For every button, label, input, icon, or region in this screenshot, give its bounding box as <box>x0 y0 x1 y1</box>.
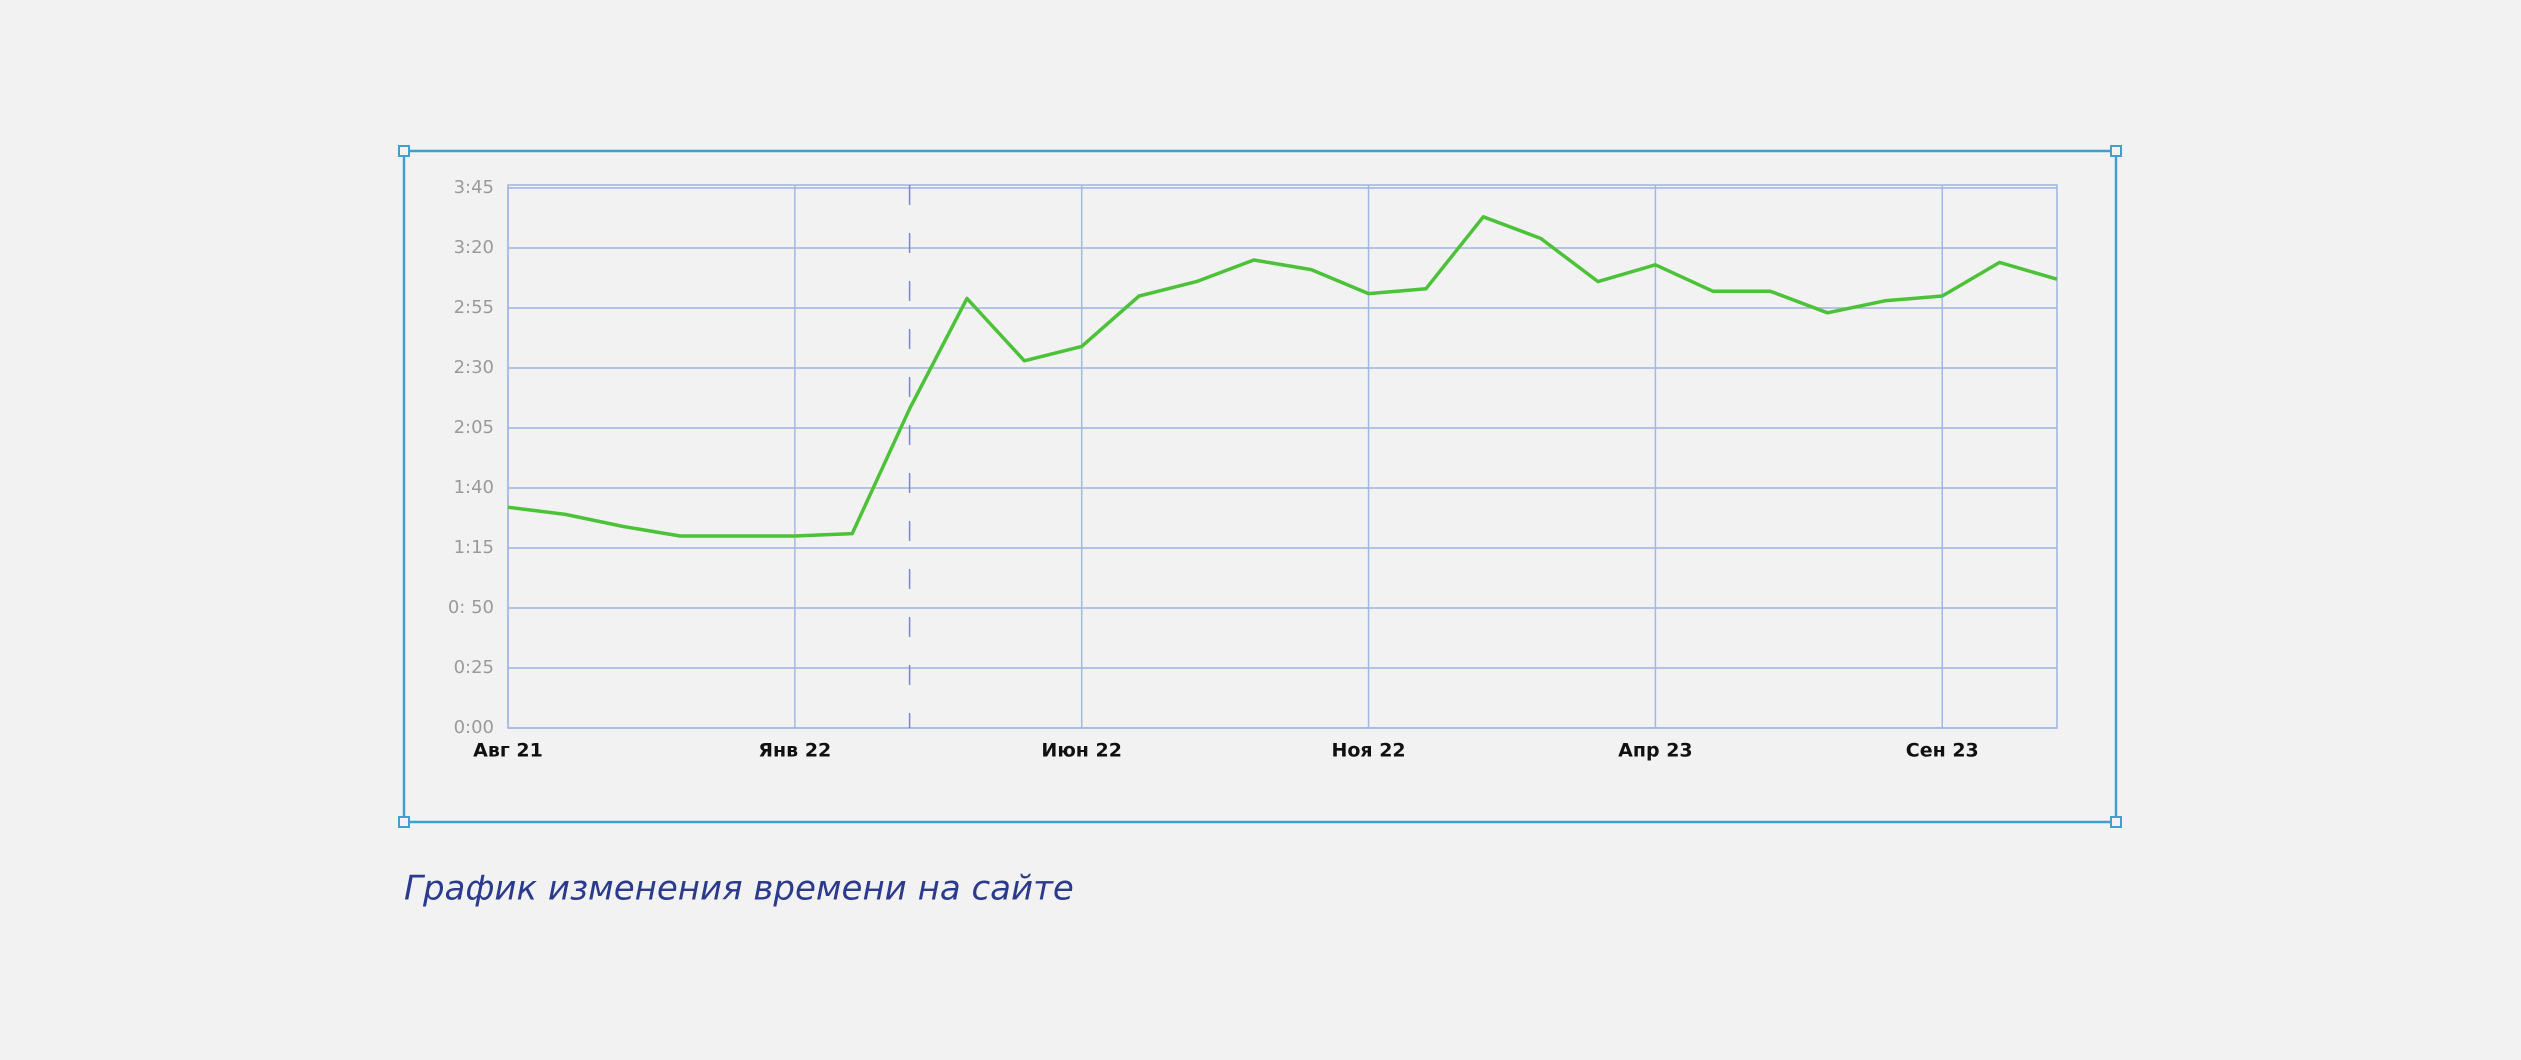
y-tick-label: 0:00 <box>454 717 494 738</box>
y-tick-label: 3:20 <box>454 237 494 258</box>
y-tick-label: 1:15 <box>454 537 494 558</box>
x-tick-label: Июн 22 <box>1041 740 1122 762</box>
y-tick-label: 3:45 <box>454 177 494 198</box>
x-tick-label: Ноя 22 <box>1331 740 1405 762</box>
y-tick-label: 2:55 <box>454 297 494 318</box>
frame-handle <box>2110 145 2122 157</box>
frame-handle <box>398 145 410 157</box>
x-tick-label: Сен 23 <box>1906 740 1979 762</box>
x-tick-label: Янв 22 <box>758 740 831 762</box>
y-tick-label: 2:30 <box>454 357 494 378</box>
y-tick-label: 2:05 <box>454 417 494 438</box>
chart-caption: График изменения времени на сайте <box>404 869 1074 909</box>
x-tick-label: Авг 21 <box>473 740 543 762</box>
y-tick-label: 1:40 <box>454 477 494 498</box>
frame-handle <box>398 816 410 828</box>
selection-frame <box>402 149 2118 824</box>
y-tick-label: 0:25 <box>454 657 494 678</box>
data-line <box>507 215 2058 538</box>
frame-handle <box>2110 816 2122 828</box>
y-tick-label: 0: 50 <box>448 597 494 618</box>
x-tick-label: Апр 23 <box>1618 740 1693 762</box>
